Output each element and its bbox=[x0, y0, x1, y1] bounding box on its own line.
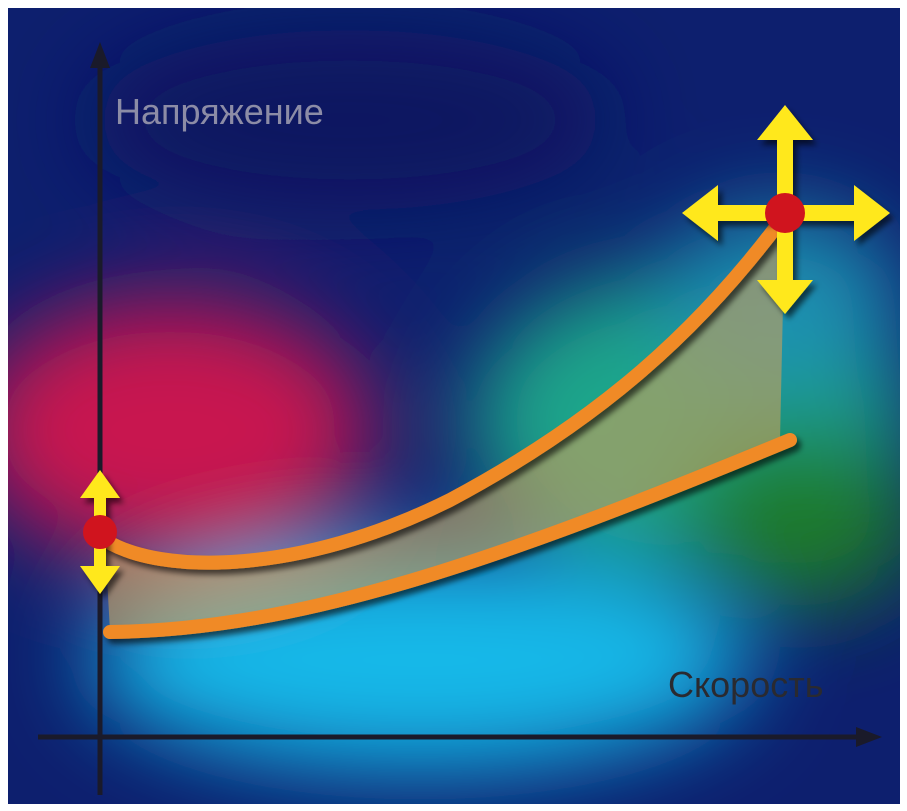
point bbox=[83, 515, 117, 549]
point bbox=[765, 193, 805, 233]
cross-arrows bbox=[682, 105, 890, 314]
band bbox=[98, 208, 797, 639]
axes bbox=[38, 42, 882, 795]
y-axis-label: Напряжение bbox=[115, 91, 324, 132]
x-axis-label: Скорость bbox=[668, 664, 823, 705]
